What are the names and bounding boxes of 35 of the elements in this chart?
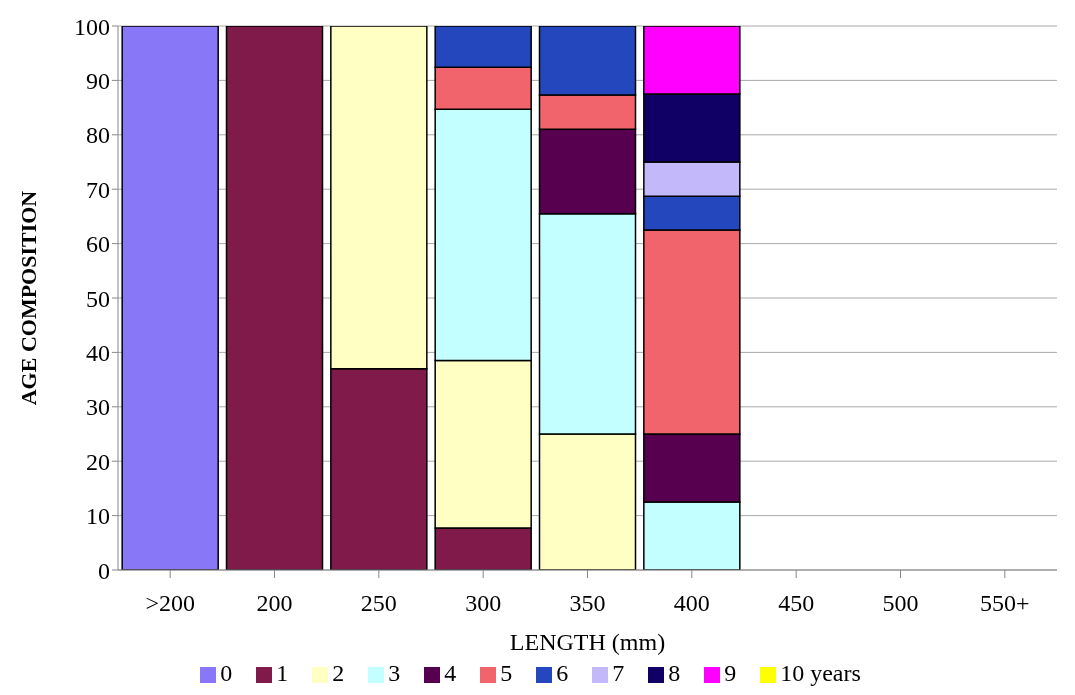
y-tick-label: 90 [86, 67, 110, 94]
legend-label: 7 [612, 660, 625, 686]
x-tick-label: 500 [882, 590, 919, 617]
legend-label: 2 [332, 660, 345, 686]
y-tick-label: 40 [86, 339, 110, 366]
x-tick-label: 300 [465, 590, 502, 617]
y-tick-label: 0 [98, 557, 110, 584]
y-tick-label: 50 [86, 285, 110, 312]
bar [225, 26, 324, 570]
x-tick-label: 550+ [980, 590, 1030, 617]
y-axis-title: AGE COMPOSITION [15, 190, 41, 406]
legend-label: 10 years [780, 660, 861, 686]
x-tick-label: 400 [673, 590, 710, 617]
legend-label: 9 [724, 660, 737, 686]
x-tick-label: 450 [778, 590, 815, 617]
x-tick-label: >200 [145, 590, 195, 617]
y-tick-label: 20 [86, 448, 110, 475]
y-tick-label: 70 [86, 176, 110, 203]
x-tick-label: 200 [256, 590, 293, 617]
y-tick-label: 10 [86, 503, 110, 530]
y-tick-label: 60 [86, 231, 110, 258]
y-tick-label: 100 [74, 13, 110, 40]
legend-label: 8 [668, 660, 681, 686]
y-tick-label: 80 [86, 122, 110, 149]
legend-label: 1 [276, 660, 289, 686]
legend-label: 0 [220, 660, 233, 686]
legend-label: 5 [500, 660, 513, 686]
legend-label: 3 [388, 660, 401, 686]
x-tick-label: 250 [360, 590, 397, 617]
legend-label: 6 [556, 660, 569, 686]
bar [121, 26, 219, 570]
x-axis-title: LENGTH (mm) [509, 629, 666, 655]
y-tick-label: 30 [86, 394, 110, 421]
x-tick-label: 350 [569, 590, 606, 617]
legend-label: 4 [444, 660, 457, 686]
